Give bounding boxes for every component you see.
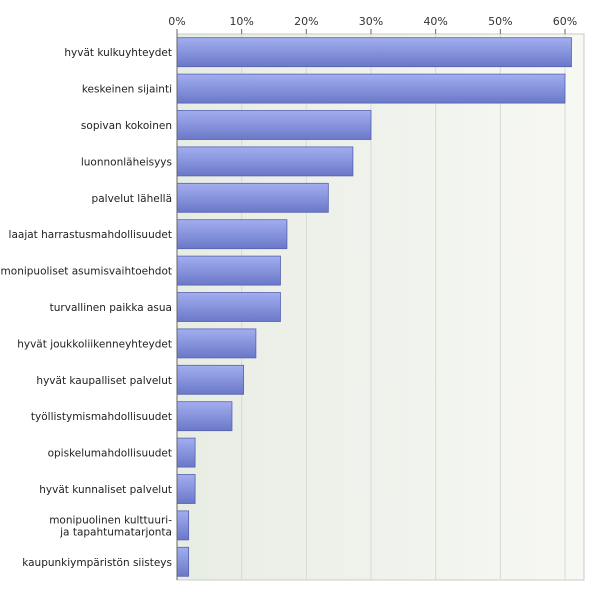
bar — [176, 364, 245, 395]
bar — [176, 219, 288, 250]
bar — [176, 510, 190, 541]
category-label: hyvät kunnaliset palvelut — [39, 484, 172, 496]
bar — [176, 146, 354, 177]
x-tick-label: 20% — [294, 15, 318, 28]
category-label: hyvät kaupalliset palvelut — [36, 375, 172, 387]
category-label: sopivan kokoinen — [81, 120, 172, 132]
bar — [176, 73, 566, 104]
x-tick-label: 0% — [168, 15, 185, 28]
bar — [176, 37, 572, 68]
category-label: työllistymismahdollisuudet — [31, 411, 172, 423]
category-label: keskeinen sijainti — [82, 84, 172, 96]
bar — [176, 328, 257, 359]
category-label: monipuoliset asumisvaihtoehdot — [1, 266, 172, 278]
bar — [176, 182, 329, 213]
category-label: palvelut lähellä — [92, 193, 172, 205]
x-tick-label: 30% — [359, 15, 383, 28]
bar — [176, 401, 233, 432]
category-label: kaupunkiympäristön siisteys — [22, 557, 172, 569]
x-tick-label: 40% — [423, 15, 447, 28]
category-label: luonnonläheisyys — [81, 156, 172, 168]
bar — [176, 474, 196, 504]
bar — [176, 546, 190, 577]
bar — [176, 437, 196, 468]
bars — [176, 37, 572, 577]
x-tick-label: 50% — [488, 15, 512, 28]
x-axis-ticks: 0% 10% 20% 30% 40% 50% 60% — [168, 15, 577, 34]
category-label: opiskelumahdollisuudet — [48, 448, 172, 460]
category-label: turvallinen paikka asua — [50, 302, 172, 314]
category-label: monipuolinen kulttuuri-ja tapahtumatarjo… — [49, 514, 172, 538]
bar — [176, 292, 281, 322]
x-tick-label: 10% — [229, 15, 253, 28]
bar — [176, 110, 372, 140]
bar — [176, 255, 281, 286]
category-label: laajat harrastusmahdollisuudet — [9, 229, 172, 241]
category-label: hyvät joukkoliikenneyhteydet — [17, 338, 172, 350]
category-label: hyvät kulkuyhteydet — [64, 47, 172, 59]
x-tick-label: 60% — [553, 15, 577, 28]
category-labels: hyvät kulkuyhteydet keskeinen sijainti sop… — [1, 47, 173, 569]
